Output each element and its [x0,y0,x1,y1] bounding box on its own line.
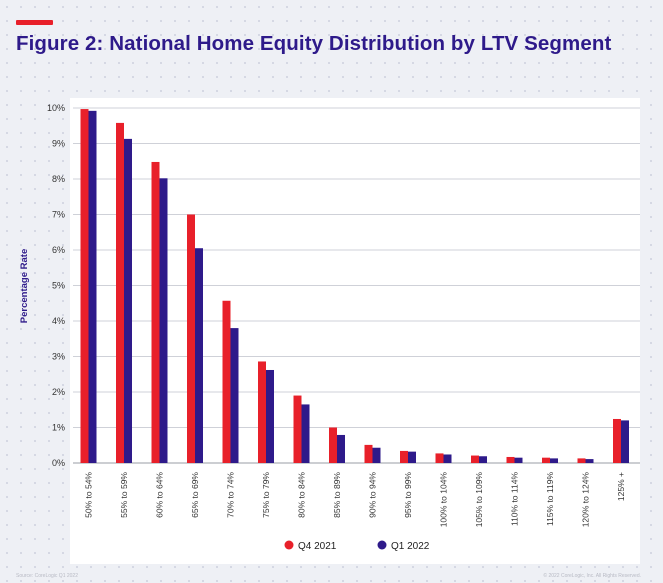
bar [230,328,239,463]
bar [116,122,124,463]
x-tick-label: 100% to 104% [439,472,449,528]
page-title: Figure 2: National Home Equity Distribut… [16,32,612,55]
bar [577,458,586,463]
bar [187,214,195,463]
x-tick-label: 90% to 94% [368,472,378,518]
x-tick-label: 120% to 124% [581,472,591,528]
bar-series [80,109,629,464]
legend-marker-q4-2021 [284,540,294,550]
y-tick-label: 8% [52,174,65,184]
legend: Q4 2021 Q1 2022 [284,540,430,552]
y-axis-label: Percentage Rate [19,249,30,323]
y-axis-ticks: 0% 1% 2% 3% 4% 5% 6% 7% 8% 9% 10% [47,103,65,468]
bar [329,427,337,463]
bar [542,457,550,463]
y-tick-label: 9% [52,139,65,149]
bar [337,434,345,463]
x-tick-label: 50% to 54% [84,472,94,518]
bar [195,248,203,463]
y-tick-label: 6% [52,245,65,255]
x-tick-label: 80% to 84% [297,472,307,518]
bar [471,455,479,463]
bar [364,444,373,463]
x-tick-label: 65% to 69% [190,472,200,518]
bar [408,451,416,463]
y-tick-label: 1% [52,423,65,433]
bar [222,300,231,463]
x-tick-label: 125% + [616,472,626,501]
bar [585,459,594,463]
x-tick-label: 75% to 79% [261,472,271,518]
bar [258,361,266,463]
bar [266,369,274,463]
y-tick-label: 5% [52,281,65,291]
x-tick-label: 60% to 64% [155,472,165,518]
bar [400,450,408,463]
legend-label-q1-2022: Q1 2022 [391,541,430,552]
bar [506,456,515,463]
source-footnote: Source: CoreLogic Q1 2022 [16,573,78,579]
bar [550,458,558,463]
bar [159,178,168,464]
bar [301,404,310,463]
bar [372,447,381,463]
x-tick-label: 85% to 89% [332,472,342,518]
legend-label-q4-2021: Q4 2021 [298,541,337,552]
y-tick-label: 4% [52,316,65,326]
bar [88,110,97,463]
x-tick-label: 70% to 74% [226,472,236,518]
x-tick-label: 95% to 99% [403,472,413,518]
y-tick-label: 2% [52,387,65,397]
title-accent-bar [16,20,53,25]
bar [80,109,89,463]
y-tick-label: 10% [47,103,65,113]
bar [613,418,621,463]
y-tick-label: 7% [52,210,65,220]
copyright-footnote: © 2022 CoreLogic, Inc. All Rights Reserv… [543,573,641,579]
bar [435,453,444,463]
legend-marker-q1-2022 [377,540,387,550]
bar [124,138,132,463]
y-tick-label: 3% [52,352,65,362]
x-tick-label: 105% to 109% [474,472,484,528]
bar [293,395,302,463]
x-tick-label: 115% to 119% [545,472,555,526]
x-axis-ticks: 50% to 54% 55% to 59% 60% to 64% 65% to 69%… [84,472,627,528]
bar [151,161,160,463]
y-tick-label: 0% [52,458,65,468]
x-tick-label: 55% to 59% [119,472,129,518]
bar [621,420,629,463]
bar [443,454,452,463]
bar [514,457,523,463]
bar [479,456,487,463]
x-tick-label: 110% to 114% [510,472,520,526]
